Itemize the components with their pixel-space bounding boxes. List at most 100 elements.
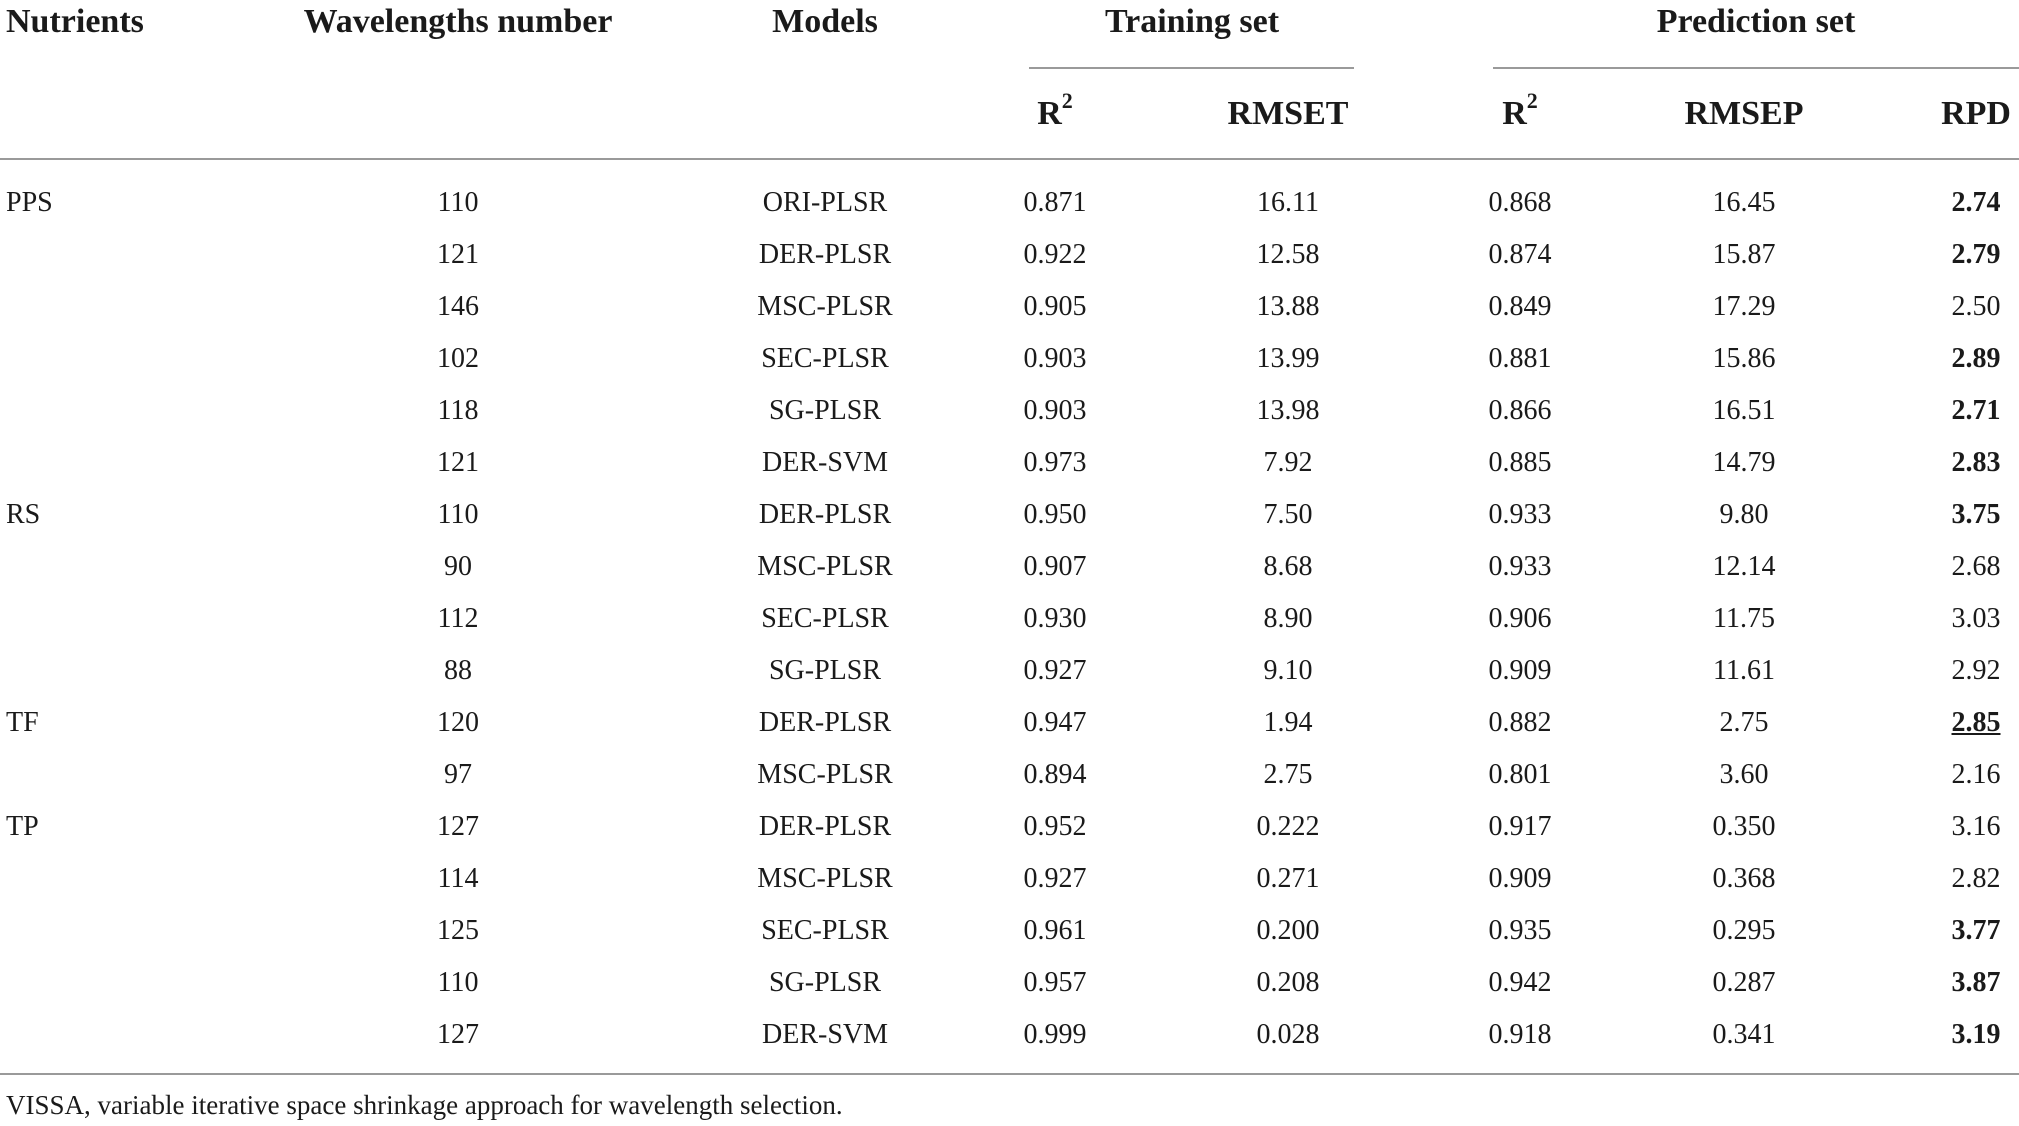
cell-model: DER-PLSR xyxy=(758,811,892,842)
cell-rpd: 3.75 xyxy=(1951,499,2001,530)
cell-rpd: 2.74 xyxy=(1951,187,2001,218)
cell-r2-training: 0.973 xyxy=(1023,447,1087,478)
cell-rmsep: 3.60 xyxy=(1719,759,1769,790)
cell-rpd: 3.03 xyxy=(1951,603,2001,634)
cell-rmset: 8.90 xyxy=(1263,603,1313,634)
cell-rmsep: 11.61 xyxy=(1713,655,1775,686)
header-rule xyxy=(0,158,2019,160)
cell-r2-training: 0.950 xyxy=(1023,499,1087,530)
cell-r2-prediction: 0.909 xyxy=(1488,655,1552,686)
cell-model: SG-PLSR xyxy=(768,395,882,426)
cell-rpd: 2.83 xyxy=(1951,447,2001,478)
cell-nutrient: TF xyxy=(6,707,39,738)
header-prediction-set: Prediction set xyxy=(1656,3,1856,40)
cell-wavelengths-number: 118 xyxy=(437,395,479,426)
cell-rmsep: 17.29 xyxy=(1712,291,1776,322)
cell-rpd: 2.89 xyxy=(1951,343,2001,374)
cell-rmsep: 14.79 xyxy=(1712,447,1776,478)
cell-r2-training: 0.871 xyxy=(1023,187,1087,218)
cell-wavelengths-number: 90 xyxy=(444,551,472,582)
cell-rmset: 9.10 xyxy=(1263,655,1313,686)
cell-rpd: 2.50 xyxy=(1951,291,2001,322)
cell-wavelengths-number: 120 xyxy=(437,707,479,738)
cell-r2-training: 0.922 xyxy=(1023,239,1087,270)
cell-nutrient: TP xyxy=(6,811,39,842)
cell-wavelengths-number: 127 xyxy=(437,811,479,842)
cell-rmsep: 11.75 xyxy=(1713,603,1775,634)
cell-wavelengths-number: 127 xyxy=(437,1019,479,1050)
cell-r2-training: 0.930 xyxy=(1023,603,1087,634)
cell-rmset: 2.75 xyxy=(1263,759,1313,790)
cell-rmset: 7.92 xyxy=(1263,447,1313,478)
cell-r2-training: 0.903 xyxy=(1023,343,1087,374)
cell-r2-training: 0.961 xyxy=(1023,915,1087,946)
cell-nutrient: RS xyxy=(6,499,41,530)
cell-rpd: 2.79 xyxy=(1951,239,2001,270)
cell-wavelengths-number: 88 xyxy=(444,655,472,686)
cell-rmset: 0.222 xyxy=(1256,811,1320,842)
cell-rpd: 2.82 xyxy=(1951,863,2001,894)
cell-rmsep: 16.51 xyxy=(1712,395,1776,426)
cell-wavelengths-number: 110 xyxy=(437,187,479,218)
cell-wavelengths-number: 146 xyxy=(437,291,479,322)
header-rmsep: RMSEP xyxy=(1684,95,1804,132)
cell-rmset: 13.88 xyxy=(1256,291,1320,322)
table-bottom-rule xyxy=(0,1073,2019,1075)
cell-rpd: 3.19 xyxy=(1951,1019,2001,1050)
cell-r2-training: 0.927 xyxy=(1023,655,1087,686)
header-nutrients: Nutrients xyxy=(6,3,144,40)
cell-rmset: 13.99 xyxy=(1256,343,1320,374)
cell-rmsep: 0.350 xyxy=(1712,811,1776,842)
cell-model: SEC-PLSR xyxy=(761,915,889,946)
cell-model: SEC-PLSR xyxy=(761,603,889,634)
cell-r2-training: 0.907 xyxy=(1023,551,1087,582)
cell-wavelengths-number: 121 xyxy=(437,447,479,478)
prediction-set-rule xyxy=(1493,67,2019,69)
header-models: Models xyxy=(772,3,878,40)
cell-wavelengths-number: 97 xyxy=(444,759,472,790)
cell-r2-prediction: 0.933 xyxy=(1488,551,1552,582)
cell-model: DER-PLSR xyxy=(758,499,892,530)
header-rmset: RMSET xyxy=(1227,95,1349,132)
cell-wavelengths-number: 110 xyxy=(437,499,479,530)
cell-wavelengths-number: 125 xyxy=(437,915,479,946)
cell-r2-prediction: 0.881 xyxy=(1488,343,1552,374)
cell-r2-training: 0.952 xyxy=(1023,811,1087,842)
cell-r2-prediction: 0.801 xyxy=(1488,759,1552,790)
cell-rmsep: 9.80 xyxy=(1719,499,1769,530)
cell-r2-prediction: 0.882 xyxy=(1488,707,1552,738)
cell-wavelengths-number: 121 xyxy=(437,239,479,270)
cell-rmset: 13.98 xyxy=(1256,395,1320,426)
cell-r2-prediction: 0.909 xyxy=(1488,863,1552,894)
cell-r2-training: 0.905 xyxy=(1023,291,1087,322)
cell-r2-prediction: 0.885 xyxy=(1488,447,1552,478)
cell-r2-prediction: 0.906 xyxy=(1488,603,1552,634)
cell-r2-training: 0.927 xyxy=(1023,863,1087,894)
cell-model: MSC-PLSR xyxy=(757,863,893,894)
cell-rmset: 0.200 xyxy=(1256,915,1320,946)
cell-rmset: 0.028 xyxy=(1256,1019,1320,1050)
cell-r2-training: 0.903 xyxy=(1023,395,1087,426)
cell-r2-prediction: 0.918 xyxy=(1488,1019,1552,1050)
cell-model: MSC-PLSR xyxy=(757,291,893,322)
cell-r2-training: 0.957 xyxy=(1023,967,1087,998)
header-r2-training: R2 xyxy=(1037,87,1073,132)
cell-rmset: 12.58 xyxy=(1256,239,1320,270)
cell-rmsep: 12.14 xyxy=(1712,551,1776,582)
cell-rmsep: 15.87 xyxy=(1712,239,1776,270)
cell-rmsep: 0.368 xyxy=(1712,863,1776,894)
cell-rmsep: 0.295 xyxy=(1712,915,1776,946)
cell-r2-prediction: 0.849 xyxy=(1488,291,1552,322)
cell-rpd: 2.85 xyxy=(1951,707,2001,738)
header-wavelengths-number: Wavelengths number xyxy=(303,3,613,40)
header-r2-prediction: R2 xyxy=(1502,87,1538,132)
cell-model: DER-PLSR xyxy=(758,707,892,738)
cell-rpd: 2.71 xyxy=(1951,395,2001,426)
cell-rmsep: 2.75 xyxy=(1719,707,1769,738)
cell-model: SG-PLSR xyxy=(768,967,882,998)
cell-r2-prediction: 0.933 xyxy=(1488,499,1552,530)
cell-rpd: 2.92 xyxy=(1951,655,2001,686)
cell-model: SG-PLSR xyxy=(768,655,882,686)
cell-model: DER-SVM xyxy=(761,1019,889,1050)
cell-r2-prediction: 0.935 xyxy=(1488,915,1552,946)
